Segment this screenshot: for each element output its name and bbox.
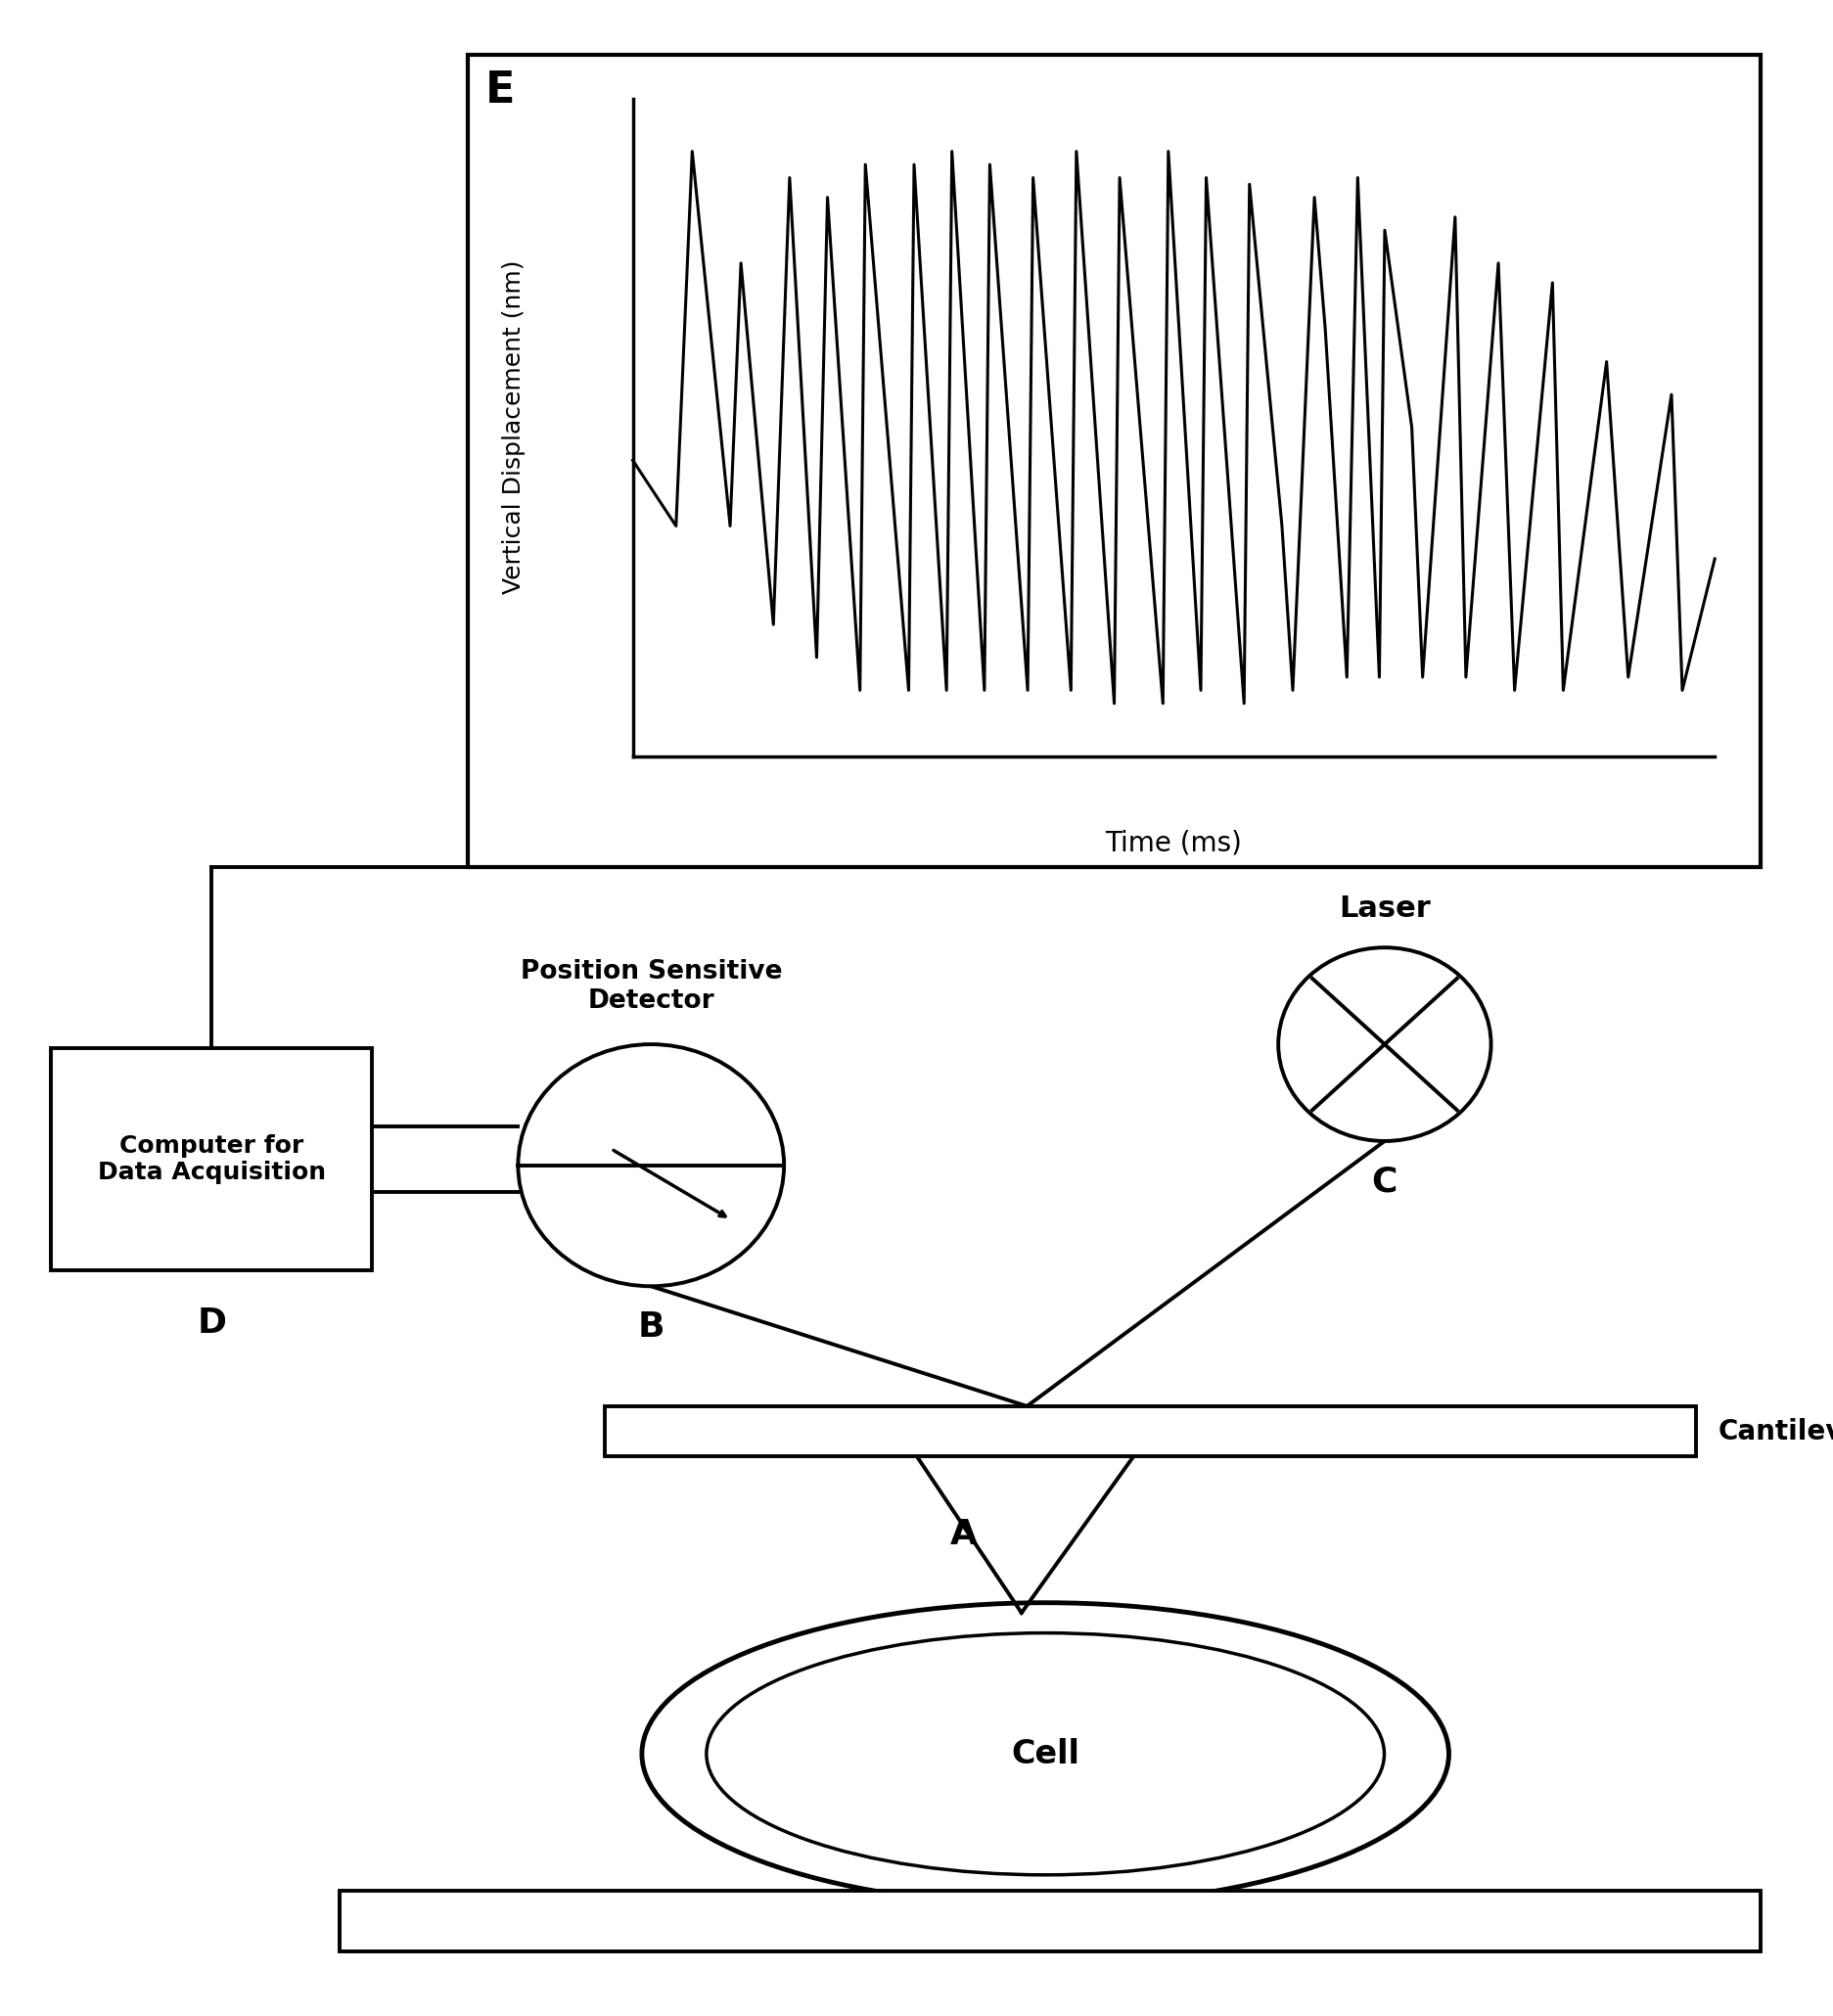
Text: Time (ms): Time (ms) [1105, 829, 1241, 857]
Text: B: B [638, 1310, 664, 1345]
Text: Computer for
Data Acquisition: Computer for Data Acquisition [97, 1133, 326, 1185]
Text: Vertical Displacement (nm): Vertical Displacement (nm) [502, 260, 524, 595]
Bar [605, 1407, 1696, 1456]
Bar [467, 54, 1760, 867]
Bar [339, 1891, 1760, 1951]
Ellipse shape [517, 1044, 785, 1286]
Text: C: C [1371, 1165, 1397, 1200]
Text: E: E [486, 69, 515, 111]
Text: A: A [949, 1518, 977, 1552]
Text: Position Sensitive
Detector: Position Sensitive Detector [521, 960, 781, 1014]
Ellipse shape [642, 1603, 1448, 1905]
Text: D: D [196, 1306, 227, 1341]
Text: Laser: Laser [1338, 895, 1430, 923]
Bar [51, 1048, 372, 1270]
Text: Cell: Cell [1010, 1738, 1080, 1770]
Ellipse shape [1278, 948, 1490, 1141]
Text: Cantilever: Cantilever [1718, 1417, 1833, 1445]
